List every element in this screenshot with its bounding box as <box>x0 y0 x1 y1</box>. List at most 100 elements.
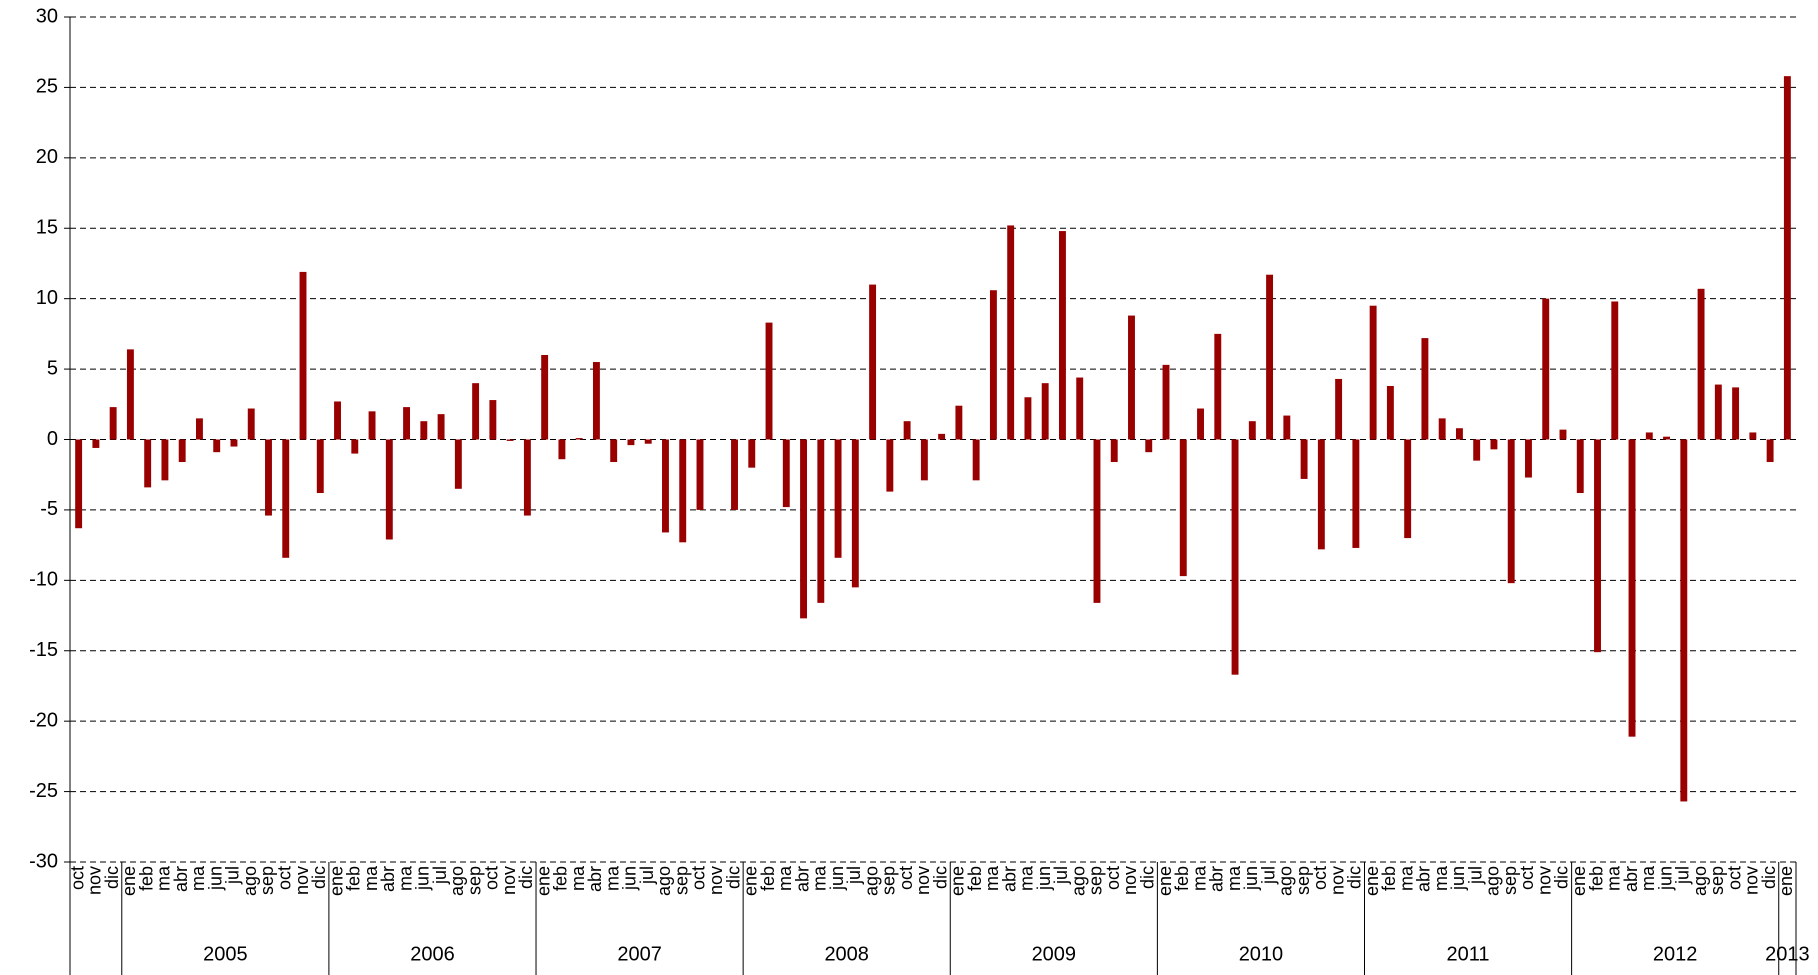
x-tick-label: abr <box>378 866 398 892</box>
x-tick-label: ago <box>1276 866 1296 896</box>
x-tick-label: jun <box>413 866 433 891</box>
bar <box>610 439 618 463</box>
x-tick-label: ene <box>326 866 346 896</box>
bar <box>1490 439 1498 450</box>
bar <box>92 439 100 448</box>
x-tick-label: oct <box>1103 866 1123 890</box>
bar <box>1386 385 1394 440</box>
bar <box>472 383 480 440</box>
bar <box>834 439 842 558</box>
bar <box>1507 439 1515 584</box>
x-tick-label: oct <box>1517 866 1537 890</box>
y-tick-label: 30 <box>36 5 58 27</box>
x-tick-label: jul <box>223 866 243 885</box>
year-label: 2012 <box>1653 943 1698 965</box>
y-tick-label: 15 <box>36 217 58 239</box>
bar <box>938 433 946 440</box>
x-tick-label: sep <box>1293 866 1313 895</box>
x-tick-label: nov <box>292 866 312 895</box>
bar <box>1145 439 1153 453</box>
x-tick-label: nov <box>1742 866 1762 895</box>
bar <box>765 322 773 440</box>
bar <box>351 439 359 454</box>
x-tick-label: ma <box>775 865 795 891</box>
bar <box>213 439 221 453</box>
y-tick-label: -25 <box>29 780 58 802</box>
x-tick-label: jul <box>1465 866 1485 885</box>
x-tick-label: nov <box>1534 866 1554 895</box>
bar <box>782 439 790 508</box>
x-tick-label: oct <box>1724 866 1744 890</box>
bar <box>1110 439 1118 463</box>
x-tick-label: ene <box>948 866 968 896</box>
bar <box>1749 432 1757 440</box>
bar <box>75 439 83 529</box>
year-label: 2013 <box>1765 943 1810 965</box>
x-tick-label: dic <box>102 866 122 889</box>
bar <box>1197 408 1204 440</box>
y-tick-label: 20 <box>36 146 58 168</box>
x-tick-label: ma <box>602 865 622 891</box>
bar <box>800 439 808 619</box>
bar <box>1663 436 1671 440</box>
bar <box>1766 439 1774 463</box>
x-tick-label: ma <box>361 865 381 891</box>
x-tick-label: oct <box>1310 866 1330 890</box>
bar <box>1714 384 1722 440</box>
bar <box>1162 364 1170 440</box>
x-tick-label: abr <box>792 866 812 892</box>
bar <box>1214 333 1222 440</box>
bar <box>1473 439 1481 461</box>
x-tick-label: dic <box>1345 866 1365 889</box>
bar <box>1231 439 1239 675</box>
x-tick-label: abr <box>1207 866 1227 892</box>
x-tick-label: ma <box>1396 865 1416 891</box>
bar <box>886 439 894 492</box>
bar <box>541 355 549 440</box>
x-tick-label: ma <box>1638 865 1658 891</box>
x-tick-label: sep <box>464 866 484 895</box>
bar <box>1594 439 1601 653</box>
x-tick-label: ma <box>395 865 415 891</box>
x-tick-label: dic <box>1552 866 1572 889</box>
bar <box>506 439 514 441</box>
bar <box>1007 225 1015 440</box>
x-tick-label: ene <box>533 866 553 896</box>
x-tick-label: feb <box>1586 866 1606 891</box>
x-tick-label: abr <box>1621 866 1641 892</box>
bar <box>1559 429 1567 440</box>
x-tick-label: ene <box>741 866 761 896</box>
bar <box>955 405 963 440</box>
x-tick-label: feb <box>1172 866 1192 891</box>
bar <box>1611 301 1619 440</box>
x-tick-label: sep <box>1500 866 1520 895</box>
x-tick-label: jul <box>1051 866 1071 885</box>
x-tick-label: ene <box>1776 866 1796 896</box>
x-tick-label: abr <box>585 866 605 892</box>
x-tick-label: jun <box>1655 866 1675 891</box>
x-tick-label: ma <box>1604 865 1624 891</box>
bar <box>1404 439 1412 539</box>
bar <box>1024 397 1032 440</box>
x-tick-label: nov <box>1120 866 1140 895</box>
x-tick-label: feb <box>344 866 364 891</box>
bar <box>403 407 411 440</box>
x-tick-label: ma <box>154 865 174 891</box>
bar <box>558 439 566 460</box>
bar <box>1421 338 1429 440</box>
bar <box>299 271 307 440</box>
y-tick-label: 25 <box>36 76 58 98</box>
x-tick-label: ma <box>1017 865 1037 891</box>
y-tick-label: -30 <box>29 850 58 872</box>
bar <box>126 349 134 440</box>
bar <box>644 439 652 444</box>
x-tick-label: jun <box>1448 866 1468 891</box>
x-tick-label: ago <box>1483 866 1503 896</box>
year-label: 2006 <box>410 943 455 965</box>
x-tick-label: jul <box>1673 866 1693 885</box>
x-tick-label: abr <box>999 866 1019 892</box>
bar <box>368 411 376 440</box>
bar <box>748 439 756 468</box>
x-tick-label: jun <box>620 866 640 891</box>
bar <box>851 439 859 588</box>
